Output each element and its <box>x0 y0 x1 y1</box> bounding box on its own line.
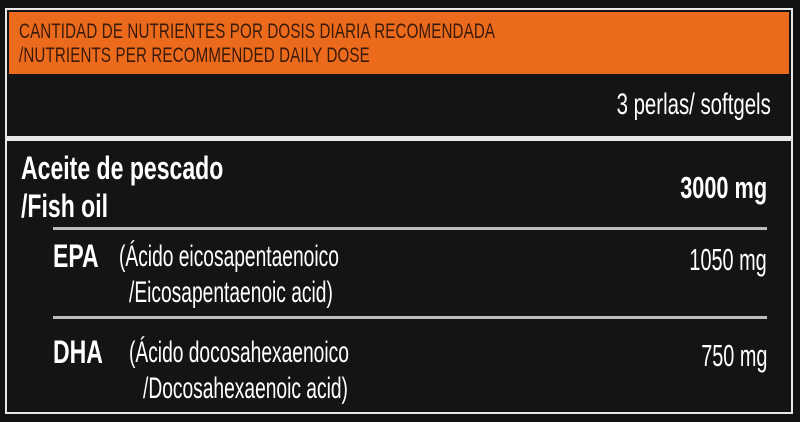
nutrient-name-es: Aceite de pescado <box>21 150 224 186</box>
nutrient-name-en: /Fish oil <box>21 188 109 224</box>
row-divider <box>53 316 767 319</box>
nutrient-abbr: EPA <box>53 238 99 274</box>
nutrient-name-es: (Ácido eicosapentaenoico <box>119 240 339 273</box>
nutrient-name-en: /Docosahexaenoic acid) <box>143 372 348 405</box>
nutrient-abbr: DHA <box>53 334 103 370</box>
header-line-es: CANTIDAD DE NUTRIENTES POR DOSIS DIARIA … <box>19 20 496 43</box>
serving-size: 3 perlas/ softgels <box>616 88 771 121</box>
nutrient-amount: 750 mg <box>700 338 767 373</box>
divider <box>7 136 791 141</box>
nutrition-table: CANTIDAD DE NUTRIENTES POR DOSIS DIARIA … <box>5 8 793 414</box>
header-line-en: /NUTRIENTS PER RECOMMENDED DAILY DOSE <box>19 44 370 67</box>
table-header: CANTIDAD DE NUTRIENTES POR DOSIS DIARIA … <box>9 12 789 74</box>
nutrient-amount: 3000 mg <box>680 170 767 205</box>
nutrient-amount: 1050 mg <box>689 242 767 277</box>
row-divider <box>53 227 767 230</box>
nutrient-name-es: (Ácido docosahexaenoico <box>129 336 349 369</box>
nutrient-name-en: /Eicosapentaenoic acid) <box>129 276 333 309</box>
